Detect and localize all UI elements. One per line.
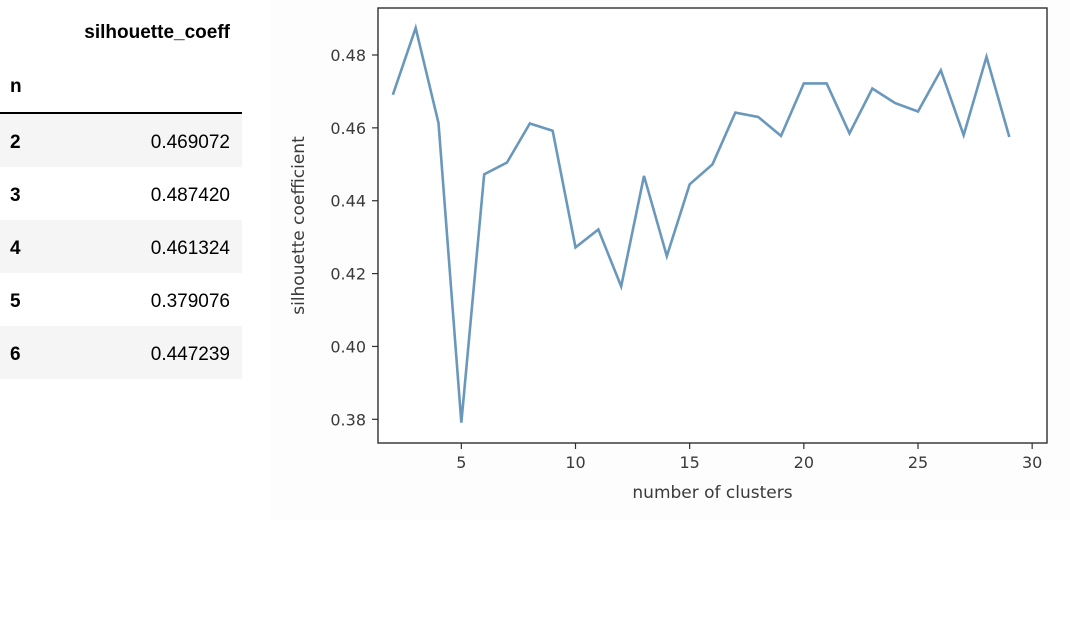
y-tick-label: 0.42 [330,265,366,284]
y-axis-label: silhouette coefficient [289,136,309,315]
series-line [391,23,1011,423]
x-axis-label: number of clusters [632,483,792,503]
table-row: 3 0.487420 [0,167,242,220]
row-index: 6 [10,344,21,365]
row-value: 0.487420 [150,185,230,206]
y-ticks: 0.38 0.40 0.42 0.44 0.46 0.48 [330,46,378,429]
dataframe-table: silhouette_coeff n 2 0.469072 3 0.487420… [0,0,242,379]
row-value: 0.447239 [150,344,230,365]
y-tick-label: 0.46 [330,119,366,138]
table-row: 5 0.379076 [0,273,242,326]
table-header: silhouette_coeff n [0,0,242,114]
row-value: 0.469072 [150,132,230,153]
row-index: 2 [10,132,21,153]
table-row: 2 0.469072 [0,114,242,167]
x-tick-label: 25 [908,453,928,472]
series-layer [391,23,1011,423]
x-tick-label: 30 [1022,453,1042,472]
column-header: silhouette_coeff [84,22,230,43]
line-chart: 5 10 15 20 25 30 0.38 0.40 0.42 0.44 0.46 0.48 num… [289,7,1048,503]
index-name: n [10,76,22,97]
x-tick-label: 15 [679,453,699,472]
y-tick-label: 0.44 [330,192,366,211]
row-value: 0.379076 [150,291,230,312]
table-row: 4 0.461324 [0,220,242,273]
row-index: 3 [10,185,21,206]
x-ticks: 5 10 15 20 25 30 [456,443,1042,472]
table-row: 6 0.447239 [0,326,242,379]
y-tick-label: 0.38 [330,410,366,429]
chart-container: 5 10 15 20 25 30 0.38 0.40 0.42 0.44 0.46 0.48 num… [270,0,1070,520]
row-index: 5 [10,291,21,312]
y-tick-label: 0.40 [330,337,366,356]
x-tick-label: 10 [565,453,585,472]
row-value: 0.461324 [150,238,230,259]
y-tick-label: 0.48 [330,46,366,65]
row-index: 4 [10,238,21,259]
x-tick-label: 5 [456,453,466,472]
x-tick-label: 20 [794,453,814,472]
